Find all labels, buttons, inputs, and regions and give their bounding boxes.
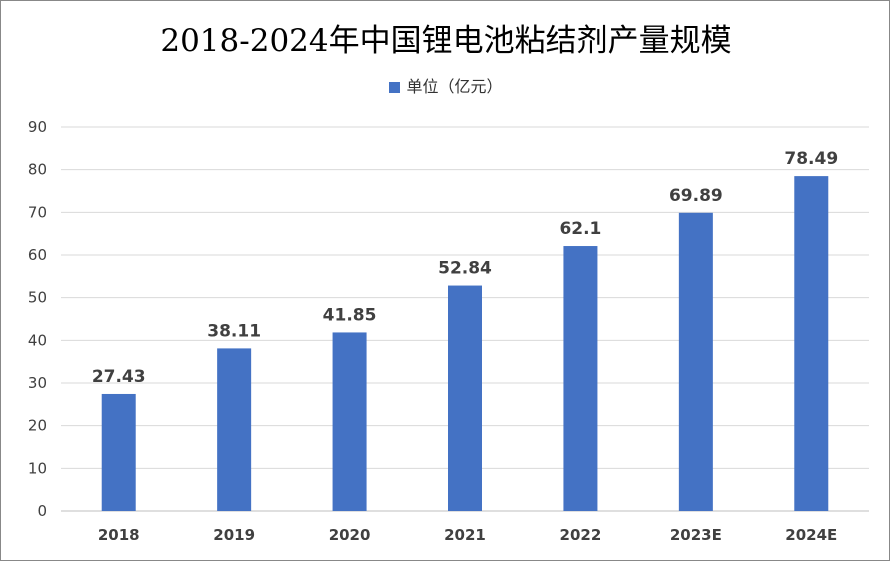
y-tick-label: 30 <box>28 374 47 392</box>
x-tick-label: 2024E <box>785 526 837 544</box>
y-tick-label: 40 <box>28 331 47 349</box>
y-tick-label: 80 <box>28 161 47 179</box>
y-tick-label: 0 <box>37 502 47 520</box>
data-label: 27.43 <box>92 367 146 387</box>
y-tick-label: 90 <box>28 118 47 136</box>
x-tick-label: 2023E <box>670 526 722 544</box>
y-tick-label: 20 <box>28 417 47 435</box>
x-tick-label: 2018 <box>98 526 140 544</box>
y-tick-label: 10 <box>28 459 47 477</box>
data-label: 41.85 <box>323 305 377 325</box>
y-tick-label: 60 <box>28 246 47 264</box>
bar <box>101 393 136 511</box>
bar <box>563 246 598 512</box>
x-tick-label: 2022 <box>560 526 602 544</box>
y-tick-label: 50 <box>28 289 47 307</box>
legend: 单位（亿元） <box>1 73 890 97</box>
bar <box>448 285 482 511</box>
legend-label: 单位（亿元） <box>406 77 503 96</box>
chart-title: 2018-2024年中国锂电池粘结剂产量规模 <box>160 23 732 59</box>
bar <box>678 212 713 511</box>
legend-swatch <box>389 82 401 93</box>
data-label: 62.1 <box>559 219 601 239</box>
y-tick-label: 70 <box>28 203 47 221</box>
bar <box>332 332 367 511</box>
bar <box>217 348 252 511</box>
data-label: 69.89 <box>669 186 723 206</box>
data-label: 38.11 <box>207 321 261 341</box>
data-label: 78.49 <box>784 149 838 169</box>
bar <box>794 176 829 512</box>
x-tick-label: 2019 <box>213 526 255 544</box>
data-label: 52.84 <box>438 259 492 279</box>
x-tick-label: 2020 <box>329 526 371 544</box>
x-tick-label: 2021 <box>444 526 486 544</box>
